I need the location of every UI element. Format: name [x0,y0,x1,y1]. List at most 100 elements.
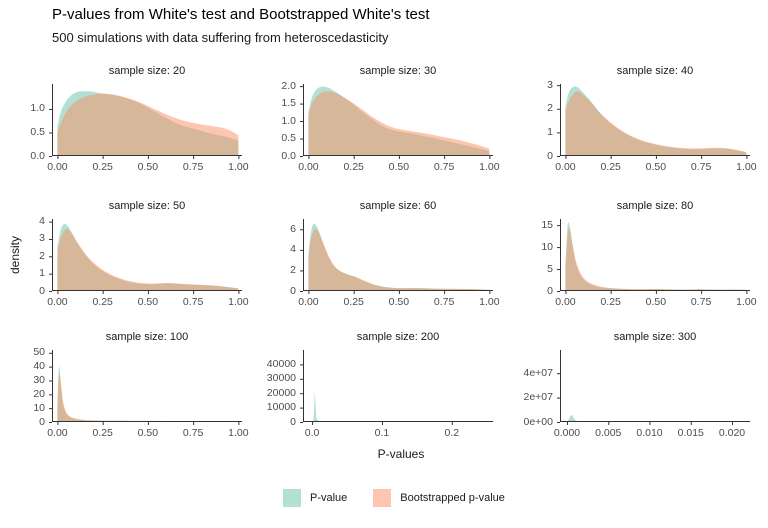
pvalue-density-area [57,366,239,422]
y-axis-tick-label: 0.0 [281,149,296,162]
bootstrapped-density-area [565,228,747,291]
x-axis-title: P-values [377,447,425,461]
x-axis-tick-label: 0.020 [718,427,746,439]
y-axis-tick-label: 4 [39,215,45,228]
facet-strip-label: sample size: 100 [105,331,189,343]
x-axis-tick-label: 0.015 [677,427,704,439]
bootstrapped-density-area [565,91,747,156]
y-axis-tick-label: 3 [547,78,553,91]
x-axis-tick-label: 0.010 [636,427,663,439]
density-plot-panel [557,219,750,294]
y-axis-tick-label: 10000 [266,401,296,414]
y-axis-tick-label: 0 [290,284,296,297]
y-axis-tick-label: 0.5 [281,132,296,145]
y-axis-tick-label: 50 [33,346,45,359]
facet-strip-label: sample size: 30 [359,65,437,77]
x-axis-tick-label: 0.25 [343,296,364,308]
x-axis-tick-label: 0.25 [92,427,113,439]
facet-strip-label: sample size: 300 [613,331,697,343]
facet-strip-label: sample size: 40 [616,65,694,77]
pvalue-density-area [567,415,749,422]
y-axis-title: density [8,235,22,275]
x-axis-tick-label: 1.00 [228,161,249,173]
density-plot-panel [557,84,750,159]
legend-item-pvalue: P-value [283,489,347,507]
y-axis-tick-label: 10 [33,401,45,414]
facet-strip-label: sample size: 60 [359,200,437,212]
y-axis-tick-label: 4 [290,243,296,256]
x-axis-tick-label: 0.50 [137,427,159,439]
x-axis-tick-label: 1.00 [228,427,249,439]
x-axis-tick-label: 0.00 [555,161,576,173]
x-axis-tick-label: 0.75 [433,161,455,173]
y-axis-tick-label: 1.0 [30,102,45,115]
y-axis-tick-label: 0.0 [30,149,45,162]
x-axis-tick-label: 0.50 [388,161,410,173]
y-axis-tick-label: 6 [290,222,296,235]
facet-strip-label: sample size: 80 [616,200,694,212]
x-axis-tick-label: 0.75 [182,296,204,308]
x-axis-tick-label: 0.50 [137,161,159,173]
y-axis-tick-label: 0.5 [30,125,45,138]
x-axis-tick-label: 0.00 [298,161,319,173]
x-axis-tick-label: 0.0 [304,427,320,439]
y-axis-tick-label: 0 [39,284,45,297]
y-axis-tick-label: 30 [33,373,45,386]
legend-label-pvalue: P-value [310,492,348,504]
bootstrapped-density-area [57,228,239,291]
facet-strip-label: sample size: 20 [108,65,186,77]
x-axis-tick-label: 0.00 [47,296,68,308]
y-axis-tick-label: 10 [541,240,553,253]
legend-item-bootstrapped: Bootstrapped p-value [373,489,505,507]
y-axis-tick-label: 4e+07 [523,366,554,379]
x-axis-tick-label: 0.50 [388,296,410,308]
facet-strip-label: sample size: 200 [356,331,440,343]
plot-title: P-values from White's test and Bootstrap… [52,6,430,23]
x-axis-tick-label: 0.25 [600,161,621,173]
y-axis-tick-label: 0 [547,284,553,297]
density-plot-panel [300,350,493,425]
y-axis-tick-label: 1.0 [281,114,296,127]
y-axis-tick-label: 2 [39,249,45,262]
y-axis-tick-label: 0 [290,415,296,428]
density-plot-panel [557,350,750,425]
x-axis-tick-label: 0.25 [343,161,364,173]
y-axis-tick-label: 3 [39,232,45,245]
x-axis-tick-label: 0.2 [444,427,460,439]
y-axis-tick-label: 2 [547,102,553,115]
x-axis-tick-label: 0.75 [690,161,712,173]
y-axis-tick-label: 15 [541,218,553,231]
pvalue-density-area [565,222,747,291]
x-axis-tick-label: 0.75 [182,427,204,439]
x-axis-tick-label: 0.25 [92,296,113,308]
y-axis-tick-label: 0 [547,149,553,162]
x-axis-tick-label: 0.00 [47,161,68,173]
x-axis-tick-label: 0.50 [645,161,667,173]
x-axis-tick-label: 0.000 [553,427,581,439]
legend: P-value Bootstrapped p-value [283,489,505,507]
bootstrapped-density-area [308,229,490,291]
density-plot-panel [49,219,242,294]
y-axis-tick-label: 20 [33,387,45,400]
facet-strip-label: sample size: 50 [108,200,186,212]
pvalue-density-area [312,391,493,422]
y-axis-tick-label: 0e+00 [523,415,554,428]
x-axis-tick-label: 1.00 [479,296,500,308]
x-axis-tick-label: 0.25 [92,161,113,173]
x-axis-tick-label: 1.00 [736,296,757,308]
y-axis-tick-label: 2.0 [281,79,296,92]
x-axis-tick-label: 0.00 [555,296,576,308]
y-axis-tick-label: 0 [39,415,45,428]
legend-label-bootstrapped: Bootstrapped p-value [400,492,505,504]
y-axis-tick-label: 20000 [266,386,296,399]
x-axis-tick-label: 0.00 [298,296,319,308]
x-axis-tick-label: 0.75 [182,161,204,173]
density-plot-panel [300,219,493,294]
density-plot-panel [300,84,493,159]
y-axis-tick-label: 1 [547,125,553,138]
x-axis-tick-label: 0.50 [137,296,159,308]
pvalue-swatch-icon [283,489,301,507]
x-axis-tick-label: 0.75 [433,296,455,308]
y-axis-tick-label: 30000 [266,372,296,385]
